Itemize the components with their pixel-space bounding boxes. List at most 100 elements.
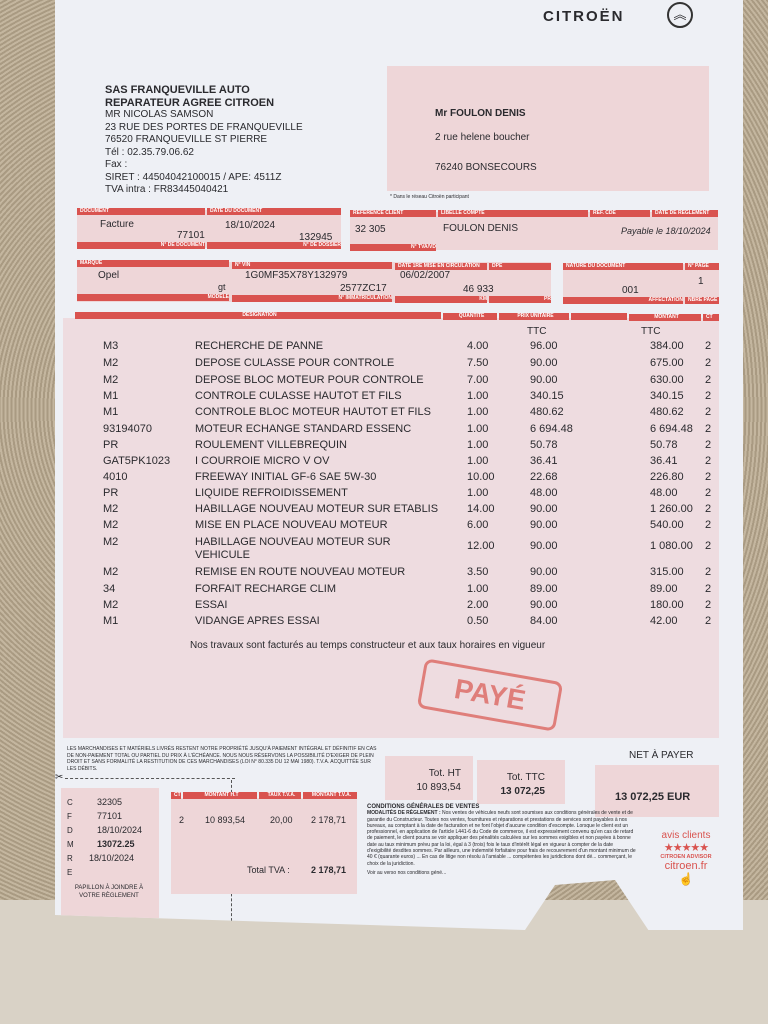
total-ht: 10 893,54	[416, 782, 462, 793]
stub-row: D 18/10/2024	[67, 825, 142, 836]
label-nature: Nature du document	[563, 263, 683, 270]
line-ct: 2	[705, 455, 712, 467]
garage-subtitle: REPARATEUR AGREE CITROEN	[105, 96, 275, 109]
stub-value: 18/10/2024	[97, 825, 143, 835]
label-date-reglement: Date de règlement	[652, 210, 718, 217]
page-number: 1	[698, 276, 704, 287]
line-code: M3	[103, 340, 119, 352]
conditions-text: Nos ventes de véhicules neufs sont soumi…	[367, 810, 636, 867]
header-ct: CT	[703, 314, 719, 321]
line-designation: I COURROIE MICRO V OV	[195, 455, 330, 467]
client-note: * Dans le réseau Citroën participant	[390, 194, 469, 200]
line-item: 93194070 MOTEUR ECHANGE STANDARD ESSENC 1.…	[55, 423, 743, 439]
line-designation: CONTROLE CULASSE HAUTOT ET FILS	[195, 390, 402, 402]
line-ct: 2	[705, 340, 712, 352]
garage-address2: 76520 FRANQUEVILLE ST PIERRE	[105, 134, 268, 145]
line-item: M1 VIDANGE APRES ESSAI 0.50 84.00 42.00 2	[55, 615, 743, 631]
line-qty: 3.50	[467, 566, 489, 578]
net-amount: 13 072,25 EUR	[615, 791, 691, 803]
stub-letter: D	[67, 826, 73, 835]
line-item: M1 CONTROLE BLOC MOTEUR HAUTOT ET FILS 1.0…	[55, 406, 743, 422]
header-montant: Montant	[629, 314, 701, 321]
label-pr: PR	[489, 296, 551, 303]
line-montant: 1 260.00	[650, 503, 693, 515]
line-montant: 226.80	[650, 471, 684, 483]
client-name: Mr FOULON DENIS	[435, 108, 526, 119]
total-tva-label: Total TVA :	[247, 865, 290, 875]
tva-header-taux: Taux T.V.A.	[259, 792, 301, 799]
line-ct: 2	[705, 599, 712, 611]
tva-montant: 2 178,71	[311, 815, 347, 825]
montant-ttc-label: TTC	[641, 326, 661, 337]
line-code: M2	[103, 357, 119, 369]
advisor-stars: ★★★★★	[663, 842, 709, 854]
line-qty: 14.00	[467, 503, 495, 515]
line-code: M2	[103, 566, 119, 578]
label-page: N° page	[685, 263, 719, 270]
line-ct: 2	[705, 503, 712, 515]
line-ct: 2	[705, 615, 712, 627]
line-montant: 42.00	[650, 615, 678, 627]
stub-value: 18/10/2024	[89, 853, 135, 863]
line-code: M2	[103, 374, 119, 386]
line-item: GAT5PK1023 I COURROIE MICRO V OV 1.00 36.41…	[55, 455, 743, 471]
stub-row: C 32305	[67, 797, 122, 808]
line-ct: 2	[705, 423, 712, 435]
line-code: GAT5PK1023	[103, 455, 171, 467]
tva-header-montant: Montant T.V.A.	[303, 792, 357, 799]
legal-notice: Les marchandises et matériels livrés res…	[67, 746, 377, 772]
line-qty: 7.50	[467, 357, 489, 369]
line-qty: 0.50	[467, 615, 489, 627]
garage-tel: Tél : 02.35.79.06.62	[105, 146, 194, 158]
line-qty: 7.00	[467, 374, 489, 386]
label-vin: N° VIN	[232, 262, 392, 269]
stub-caption: PAPILLON À JOINDRE À VOTRE RÈGLEMENT	[74, 885, 144, 899]
advisor-site[interactable]: citroen.fr	[664, 860, 708, 872]
stub-row: R 18/10/2024	[67, 853, 134, 864]
line-qty: 12.00	[467, 540, 495, 552]
line-designation: ESSAI	[195, 599, 228, 611]
label-document: Document	[77, 208, 205, 215]
tva-ht: 10 893,54	[205, 815, 246, 825]
pointer-hand-icon: ☝	[678, 872, 694, 886]
line-pu: 90.00	[530, 566, 558, 578]
garage-info: SAS FRANQUEVILLE AUTO REPARATEUR AGREE C…	[105, 84, 303, 197]
line-montant: 675.00	[650, 357, 684, 369]
line-montant: 384.00	[650, 340, 684, 352]
line-qty: 1.00	[467, 583, 489, 595]
stub-row: E	[67, 867, 72, 878]
garage-address1: 23 RUE DES PORTES DE FRANQUEVILLE	[105, 121, 303, 133]
line-ct: 2	[705, 357, 712, 369]
line-designation: VIDANGE APRES ESSAI	[195, 615, 320, 627]
stub-letter: R	[67, 854, 73, 863]
libelle-compte: FOULON DENIS	[443, 223, 519, 234]
line-pu: 90.00	[530, 374, 558, 386]
line-designation: RECHERCHE DE PANNE	[195, 340, 324, 352]
garage-tva: TVA intra : FR83445040421	[105, 184, 229, 195]
pu-ttc-label: TTC	[527, 326, 547, 337]
line-code: M1	[103, 406, 119, 418]
payment-terms: Payable le 18/10/2024	[621, 226, 711, 236]
label-libelle: Libellé compte	[438, 210, 588, 217]
hourly-rates-note: Nos travaux sont facturés au temps const…	[190, 640, 546, 651]
header-quantite: Quantité	[443, 313, 497, 320]
conditions-subtitle: MODALITÉS DE RÈGLEMENT :	[367, 810, 441, 817]
line-code: PR	[103, 439, 119, 451]
tva-header-ht: Montant H.T	[183, 792, 257, 799]
line-montant: 36.41	[650, 455, 678, 467]
label-dossier: N° de dossier	[207, 242, 341, 249]
doc-header-left	[77, 210, 341, 248]
header-blank	[571, 313, 627, 320]
line-qty: 1.00	[467, 406, 489, 418]
stub-row: F 77101	[67, 811, 122, 822]
tva-header-ct: CT	[171, 792, 181, 799]
line-code: M1	[103, 615, 119, 627]
total-ttc-box: Tot. TTC 13 072,25	[477, 760, 565, 804]
line-montant: 1 080.00	[650, 540, 693, 552]
line-designation: DEPOSE CULASSE POUR CONTROLE	[195, 357, 395, 369]
line-qty: 1.00	[467, 390, 489, 402]
line-item: M2 HABILLAGE NOUVEAU MOTEUR SUR ETABLIS 14…	[55, 503, 743, 519]
line-ct: 2	[705, 487, 712, 499]
line-code: M2	[103, 599, 119, 611]
client-address2: 76240 BONSECOURS	[435, 162, 537, 173]
